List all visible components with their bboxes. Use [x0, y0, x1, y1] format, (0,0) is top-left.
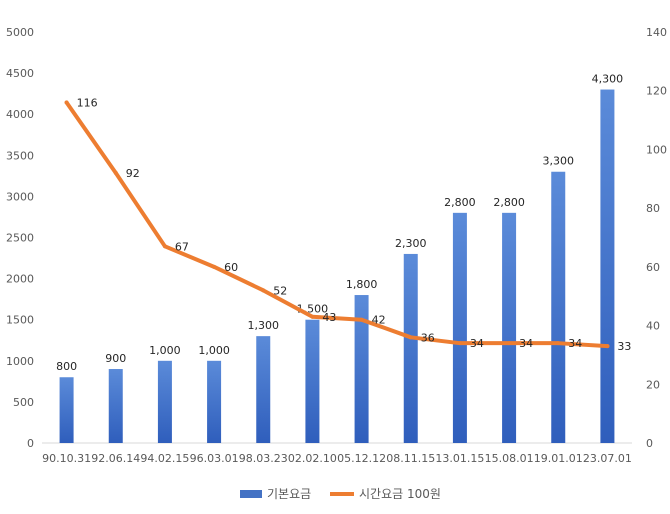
bar-data-label: 1,300: [248, 319, 280, 332]
x-tick-label: 15.08.01: [485, 452, 534, 465]
right-y-axis: 0 20 40 60 80 100 120 140: [646, 26, 667, 450]
line-point: [408, 335, 413, 340]
line-point: [64, 100, 69, 105]
right-y-tick-label: 100: [646, 143, 667, 156]
line-data-label: 116: [77, 96, 98, 109]
bar: [403, 253, 418, 443]
legend-swatch-bar: [240, 490, 262, 498]
line-point: [310, 314, 315, 319]
x-tick-label: 96.03.01: [190, 452, 239, 465]
left-y-tick-label: 500: [13, 396, 34, 409]
line-point: [113, 170, 118, 175]
left-y-tick-label: 3000: [6, 190, 34, 203]
x-tick-label: 23.07.01: [583, 452, 632, 465]
bar: [305, 319, 320, 443]
bar: [551, 171, 566, 444]
x-tick-label: 19.01.01: [534, 452, 583, 465]
line-data-label: 34: [519, 337, 533, 350]
bar: [452, 212, 467, 443]
bar: [354, 295, 369, 443]
line-data-label: 42: [372, 314, 386, 327]
line-data-label: 33: [617, 340, 631, 353]
bar-data-label: 3,300: [543, 155, 575, 168]
x-tick-label: 90.10.31: [42, 452, 91, 465]
x-tick-label: 13.01.15: [435, 452, 484, 465]
line-point: [507, 341, 512, 346]
line-point: [556, 341, 561, 346]
bar-data-label: 1,800: [346, 278, 378, 291]
legend-label: 기본요금: [267, 487, 311, 501]
line-point: [605, 344, 610, 349]
x-axis-tick-labels: 90.10.31 92.06.14 94.02.15 96.03.01 98.03.23…: [42, 452, 632, 465]
right-y-tick-label: 80: [646, 202, 660, 215]
left-y-tick-label: 3500: [6, 149, 34, 162]
x-tick-label: 92.06.14: [91, 452, 140, 465]
bar: [600, 89, 615, 443]
legend-label: 시간요금 100원: [359, 487, 441, 501]
line-data-label: 60: [224, 261, 238, 274]
line-data-label: 52: [273, 284, 287, 297]
line-data-label: 67: [175, 240, 189, 253]
left-y-tick-label: 0: [27, 437, 34, 450]
bar: [157, 360, 172, 443]
line-data-label: 34: [568, 337, 582, 350]
right-y-tick-label: 120: [646, 85, 667, 98]
line-point: [359, 317, 364, 322]
x-tick-label: 08.11.15: [386, 452, 435, 465]
bar: [59, 377, 74, 443]
line-series: 116 92 67 60 52 43 42 36 34 34 34 33: [64, 96, 631, 353]
line-data-label: 43: [322, 311, 336, 324]
bar-data-label: 4,300: [592, 73, 624, 86]
right-y-tick-label: 0: [646, 437, 653, 450]
bar-data-label: 2,300: [395, 237, 427, 250]
bar: [256, 336, 271, 443]
bar-data-label: 900: [105, 352, 126, 365]
bar-data-label: 1,000: [149, 344, 181, 357]
left-y-tick-label: 4500: [6, 67, 34, 80]
line-path: [64, 100, 610, 349]
line-point: [162, 244, 167, 249]
x-tick-label: 02.02.10: [288, 452, 337, 465]
line-point: [457, 341, 462, 346]
left-y-axis: 0 500 1000 1500 2000 2500 3000 3500 4000 4500 5000: [6, 26, 34, 450]
left-y-tick-label: 4000: [6, 108, 34, 121]
bar-data-label: 800: [56, 360, 77, 373]
x-tick-label: 98.03.23: [239, 452, 288, 465]
line-data-label: 92: [126, 167, 140, 180]
left-y-tick-label: 5000: [6, 26, 34, 39]
bar-data-label: 2,800: [493, 196, 525, 209]
bar-data-label: 2,800: [444, 196, 476, 209]
line-point: [261, 288, 266, 293]
left-y-tick-label: 1000: [6, 355, 34, 368]
x-tick-label: 05.12.12: [337, 452, 386, 465]
left-y-tick-label: 1500: [6, 314, 34, 327]
right-y-tick-label: 40: [646, 320, 660, 333]
line-data-label: 36: [421, 331, 435, 344]
right-y-tick-label: 140: [646, 26, 667, 39]
line-data-label: 34: [470, 337, 484, 350]
legend: 기본요금 시간요금 100원: [240, 487, 441, 501]
x-tick-label: 94.02.15: [140, 452, 189, 465]
right-y-tick-label: 20: [646, 378, 660, 391]
left-y-tick-label: 2000: [6, 273, 34, 286]
left-y-tick-label: 2500: [6, 232, 34, 245]
right-y-tick-label: 60: [646, 261, 660, 274]
line-point: [212, 264, 217, 269]
bar: [207, 360, 222, 443]
bar-data-label: 1,000: [198, 344, 230, 357]
bar: [502, 212, 517, 443]
bar: [108, 369, 123, 443]
